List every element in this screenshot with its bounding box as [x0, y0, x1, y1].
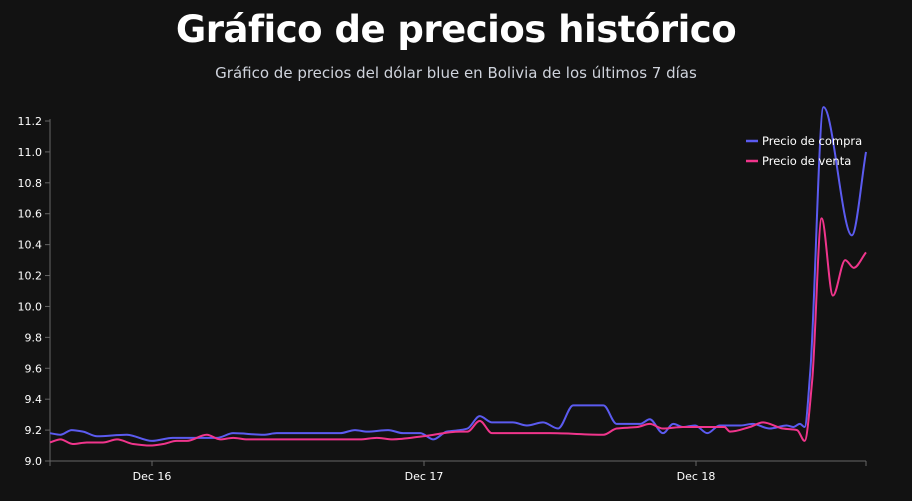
y-tick-label: 9.0: [25, 455, 43, 468]
y-tick-label: 9.6: [25, 362, 43, 375]
y-tick-label: 9.4: [25, 393, 43, 406]
y-tick-label: 10.0: [18, 300, 43, 313]
series-line-venta: [49, 217, 867, 447]
y-tick-label: 10.8: [18, 177, 43, 190]
x-tick-label: Dec 16: [133, 470, 172, 483]
series-lines: [49, 106, 867, 447]
y-tick-label: 10.2: [18, 270, 43, 283]
y-tick-label: 10.4: [18, 239, 43, 252]
y-tick-label: 9.8: [25, 331, 43, 344]
chart-subtitle: Gráfico de precios del dólar blue en Bol…: [215, 64, 697, 82]
y-tick-label: 11.0: [18, 146, 43, 159]
legend-label: Precio de venta: [762, 154, 851, 168]
y-tick-label: 11.2: [18, 115, 43, 128]
axes: 9.0 9.2 9.4 9.6 9.8 10.0 10.2 10.4 10.6 10.8 11.0 1…: [18, 115, 867, 483]
y-tick-label: 10.6: [18, 208, 43, 221]
legend: Precio de compra Precio de venta: [746, 134, 862, 168]
legend-label: Precio de compra: [762, 134, 862, 148]
y-tick-label: 9.2: [25, 424, 43, 437]
x-tick-label: Dec 18: [677, 470, 716, 483]
x-tick-label: Dec 17: [405, 470, 444, 483]
chart-title: Gráfico de precios histórico: [175, 8, 737, 51]
legend-item[interactable]: Precio de venta: [746, 154, 851, 168]
series-line-compra: [49, 106, 867, 442]
legend-item[interactable]: Precio de compra: [746, 134, 862, 148]
